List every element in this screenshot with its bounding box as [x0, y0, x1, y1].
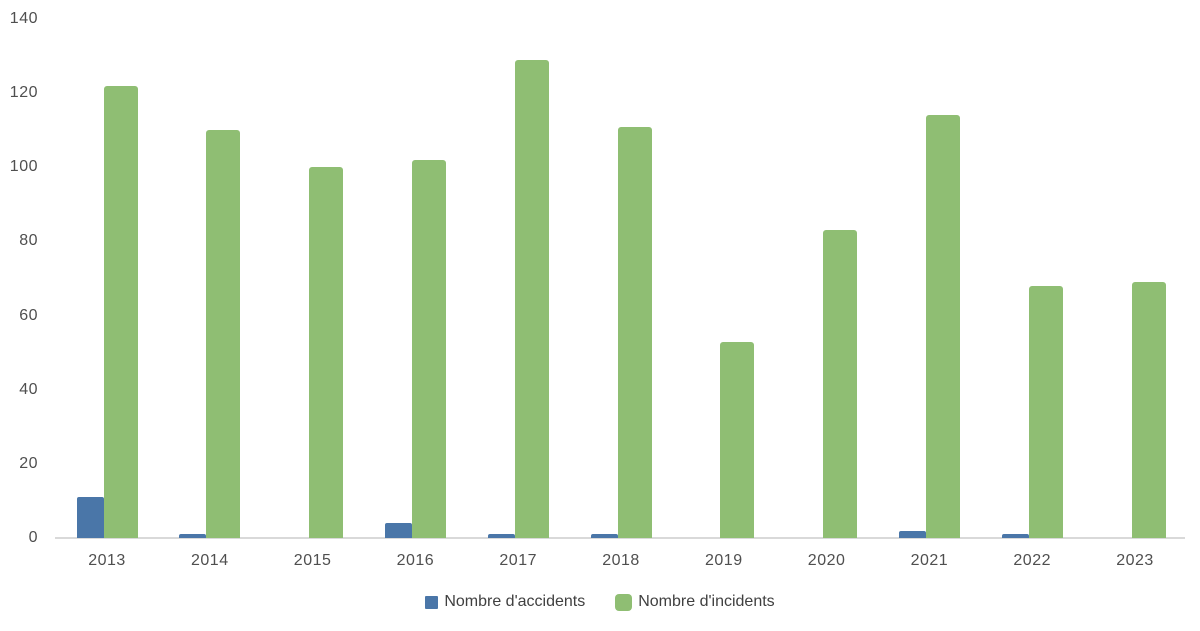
bar-incidents-2018 [617, 126, 652, 538]
x-axis-label-2019: 2019 [705, 552, 743, 569]
bar-incidents-2020 [823, 230, 858, 538]
y-tick-label-100: 100 [9, 158, 38, 176]
bar-incidents-2016 [411, 159, 446, 538]
legend-item-incidents: Nombre d'incidents [615, 593, 775, 611]
bar-accidents-2018 [590, 534, 618, 538]
bar-accidents-2021 [898, 530, 926, 538]
bar-incidents-2022 [1028, 285, 1063, 538]
x-axis-label-2018: 2018 [602, 552, 640, 569]
x-axis-line [55, 537, 1185, 539]
x-axis-label-2016: 2016 [396, 552, 435, 569]
bar-accidents-2013 [76, 497, 104, 538]
bar-incidents-2019 [720, 341, 755, 538]
y-tick-label-40: 40 [19, 380, 38, 398]
y-tick-label-140: 140 [9, 10, 38, 27]
x-axis-label-2020: 2020 [807, 552, 846, 569]
y-tick-label-20: 20 [19, 454, 38, 472]
legend-item-accidents: Nombre d'accidents [425, 593, 585, 611]
bar-accidents-2017 [487, 534, 515, 538]
x-axis-label-2014: 2014 [191, 552, 229, 569]
x-axis-label-2015: 2015 [293, 552, 332, 569]
bar-incidents-2021 [925, 115, 960, 538]
y-tick-label-120: 120 [9, 84, 38, 102]
x-axis-label-2023: 2023 [1116, 552, 1154, 569]
x-axis-label-2021: 2021 [910, 552, 949, 569]
bar-incidents-2014 [206, 130, 241, 538]
bar-incidents-2015 [309, 167, 344, 538]
legend: Nombre d'accidents Nombre d'incidents [0, 593, 1200, 611]
legend-swatch-incidents-icon [615, 593, 633, 611]
legend-swatch-accidents-icon [425, 595, 439, 609]
bar-incidents-2017 [514, 59, 549, 538]
bar-incidents-2023 [1131, 282, 1166, 538]
x-axis-label-2022: 2022 [1013, 552, 1051, 569]
y-tick-label-80: 80 [19, 232, 38, 250]
bar-accidents-2016 [384, 523, 412, 538]
legend-label-accidents: Nombre d'accidents [444, 593, 586, 610]
y-tick-label-60: 60 [19, 306, 38, 324]
bar-incidents-2013 [103, 85, 138, 538]
y-tick-label-0: 0 [28, 529, 38, 546]
x-axis-label-2013: 2013 [88, 552, 126, 569]
x-axis-label-2017: 2017 [499, 552, 537, 569]
bar-accidents-2022 [1001, 534, 1029, 538]
legend-label-incidents: Nombre d'incidents [638, 593, 775, 610]
bar-accidents-2014 [179, 534, 207, 538]
